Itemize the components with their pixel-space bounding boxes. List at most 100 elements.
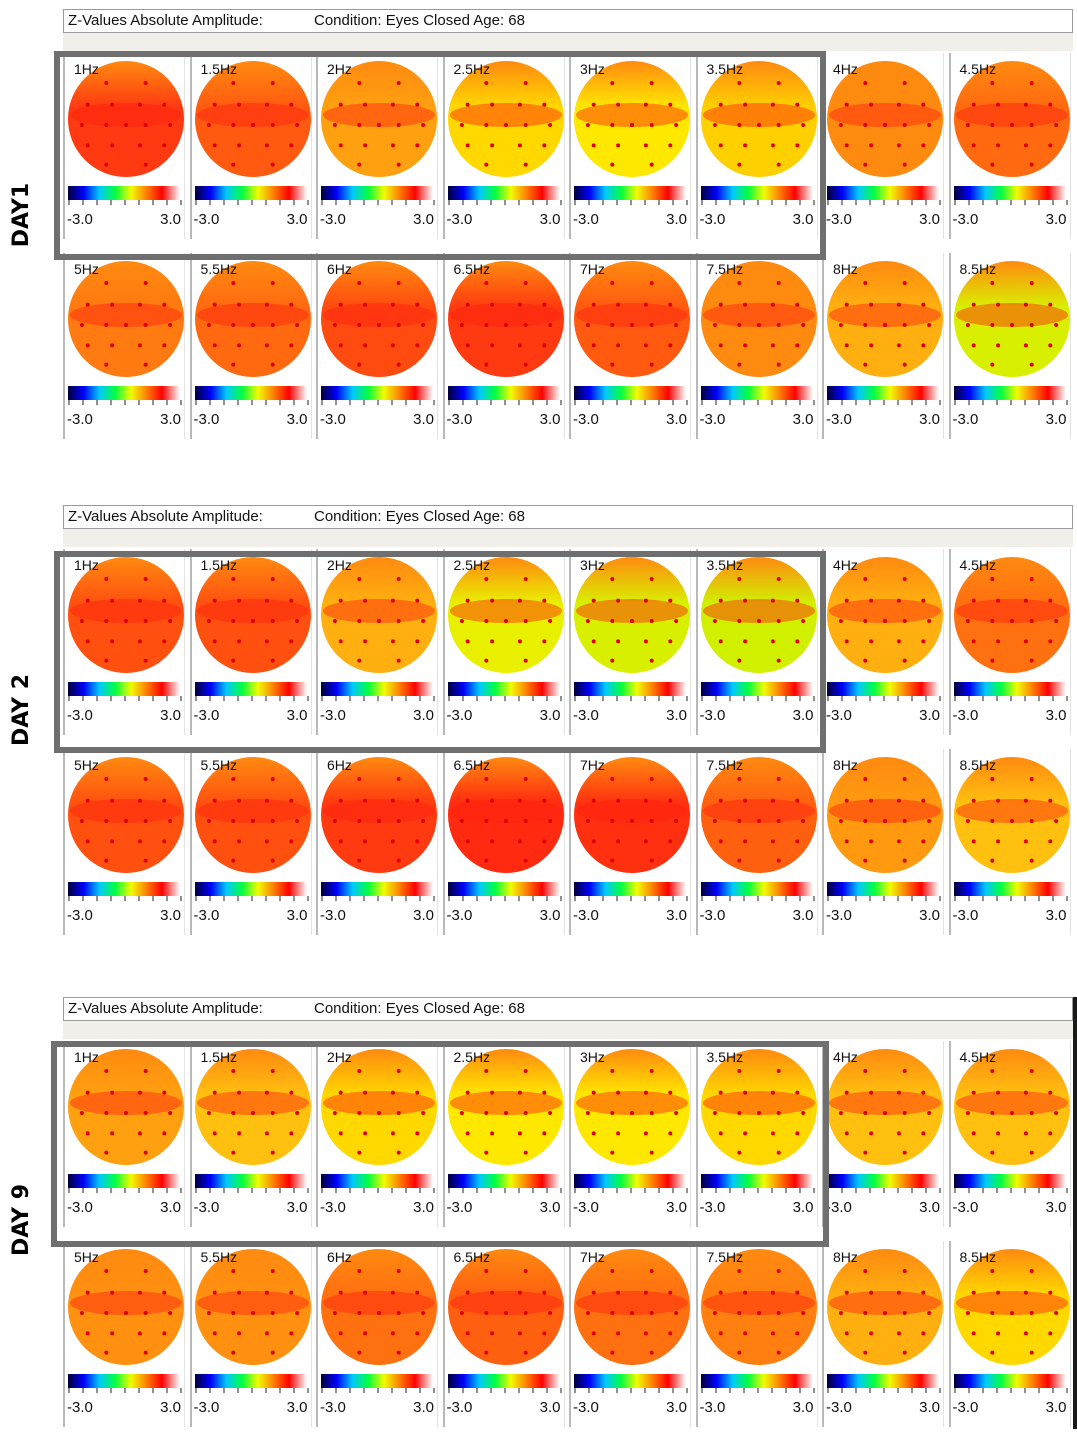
topomap-head (700, 261, 817, 377)
topomap-cell[interactable]: 1.5Hz -3.0 3.0 (189, 53, 312, 239)
electrode-dot (794, 1090, 799, 1095)
electrode-dot (294, 1111, 299, 1115)
topomap-cell[interactable]: 7Hz -3.0 3.0 (569, 253, 691, 439)
topomap-head (574, 1249, 690, 1365)
topomap-cell[interactable]: 4.5Hz -3.0 3.0 (948, 1041, 1071, 1227)
topomap-cell[interactable]: 1.5Hz -3.0 3.0 (189, 549, 312, 735)
topomap-cell[interactable]: 3Hz -3.0 3.0 (569, 1041, 691, 1227)
topomap-cell[interactable]: 4.5Hz -3.0 3.0 (948, 549, 1071, 735)
electrode-dot (649, 1350, 654, 1355)
scalp-map (700, 1049, 817, 1165)
electrode-dot (712, 619, 717, 623)
amplitude-band (196, 303, 309, 327)
scale-max-label: 3.0 (1045, 211, 1067, 228)
electrode-dot (137, 639, 142, 644)
topomap-cell[interactable]: 2Hz -3.0 3.0 (316, 1041, 438, 1227)
electrode-dot (483, 162, 488, 167)
topomap-cell[interactable]: 1.5Hz -3.0 3.0 (189, 1041, 312, 1227)
topomap-cell[interactable]: 6.5Hz -3.0 3.0 (442, 749, 565, 935)
electrode-dot (770, 839, 775, 844)
topomap-cell[interactable]: 5Hz -3.0 3.0 (63, 1241, 185, 1427)
electrode-dot (143, 1111, 148, 1115)
color-scale-bar (953, 386, 1066, 400)
electrode-dot (844, 1331, 849, 1336)
electrode-dot (869, 1131, 874, 1136)
electrode-dot (863, 162, 868, 167)
topomap-cell[interactable]: 1Hz -3.0 3.0 (63, 1041, 185, 1227)
topomap-cell[interactable]: 8Hz -3.0 3.0 (822, 749, 944, 935)
electrode-dot (668, 343, 673, 348)
scale-ticks (701, 400, 814, 405)
topomap-cell[interactable]: 5.5Hz -3.0 3.0 (189, 1241, 312, 1427)
topomap-cell[interactable]: 6Hz -3.0 3.0 (316, 253, 438, 439)
topomap-cell[interactable]: 3.5Hz -3.0 3.0 (695, 53, 818, 239)
electrode-dot (630, 1111, 634, 1115)
topomap-cell[interactable]: 4Hz -3.0 3.0 (822, 53, 944, 239)
scalp-map (700, 261, 817, 377)
electrode-dot (742, 302, 747, 307)
topomap-cell[interactable]: 5.5Hz -3.0 3.0 (189, 749, 312, 935)
topomap-cell[interactable]: 8.5Hz -3.0 3.0 (948, 253, 1071, 439)
scalp-map (700, 1249, 817, 1365)
electrode-dot (718, 143, 723, 148)
scale-max-label: 3.0 (792, 907, 814, 924)
topomap-cell[interactable]: 8.5Hz -3.0 3.0 (948, 749, 1071, 935)
topomap-cell[interactable]: 8Hz -3.0 3.0 (822, 253, 944, 439)
amplitude-band (829, 103, 941, 127)
scalp-map (953, 61, 1070, 177)
electrode-dot (489, 639, 494, 644)
electrode-dot (989, 323, 994, 327)
topomap-cell[interactable]: 2.5Hz -3.0 3.0 (442, 1041, 565, 1227)
amplitude-band (955, 1291, 1068, 1315)
topomap-cell[interactable]: 8.5Hz -3.0 3.0 (948, 1241, 1071, 1427)
topomap-cell[interactable]: 3Hz -3.0 3.0 (569, 53, 691, 239)
electrode-dot (927, 323, 932, 327)
topomap-cell[interactable]: 2.5Hz -3.0 3.0 (442, 53, 565, 239)
electrode-dot (770, 598, 775, 603)
topomap-cell[interactable]: 5Hz -3.0 3.0 (63, 253, 185, 439)
condition-text: Condition: Eyes Closed Age: 68 (314, 12, 525, 29)
toolbar-strip (63, 1021, 1073, 1039)
topomap-cell[interactable]: 1Hz -3.0 3.0 (63, 549, 185, 735)
amplitude-band (70, 103, 182, 127)
electrode-dot (489, 143, 494, 148)
amplitude-band (702, 1091, 815, 1115)
topomap-cell[interactable]: 6Hz -3.0 3.0 (316, 749, 438, 935)
topomap-cell[interactable]: 1Hz -3.0 3.0 (63, 53, 185, 239)
electrode-dot (838, 1111, 843, 1115)
scalp-map (321, 1049, 437, 1165)
electrode-dot (288, 343, 293, 348)
topomap-cell[interactable]: 2.5Hz -3.0 3.0 (442, 549, 565, 735)
topomap-cell[interactable]: 3Hz -3.0 3.0 (569, 549, 691, 735)
topomap-cell[interactable]: 2Hz -3.0 3.0 (316, 53, 438, 239)
electrode-dot (776, 858, 781, 863)
topomap-cell[interactable]: 7Hz -3.0 3.0 (569, 1241, 691, 1427)
electrode-dot (212, 839, 217, 844)
electrode-dot (989, 777, 994, 781)
electrode-dot (517, 1090, 522, 1095)
electrode-dot (465, 302, 470, 307)
topomap-cell[interactable]: 6.5Hz -3.0 3.0 (442, 1241, 565, 1427)
topomap-cell[interactable]: 7.5Hz -3.0 3.0 (695, 749, 818, 935)
electrode-dot (616, 1290, 621, 1295)
topomap-cell[interactable]: 4Hz -3.0 3.0 (822, 549, 944, 735)
topomap-cell[interactable]: 6Hz -3.0 3.0 (316, 1241, 438, 1427)
topomap-cell[interactable]: 2Hz -3.0 3.0 (316, 549, 438, 735)
electrode-dot (585, 619, 590, 623)
topomap-cell[interactable]: 5.5Hz -3.0 3.0 (189, 253, 312, 439)
topomap-cell[interactable]: 5Hz -3.0 3.0 (63, 749, 185, 935)
topomap-cell[interactable]: 3.5Hz -3.0 3.0 (695, 1041, 818, 1227)
topomap-cell[interactable]: 6.5Hz -3.0 3.0 (442, 253, 565, 439)
topomap-cell[interactable]: 4.5Hz -3.0 3.0 (948, 53, 1071, 239)
electrode-dot (230, 1069, 235, 1073)
electrode-dot (591, 839, 596, 844)
electrode-dot (363, 302, 368, 307)
topomap-cell[interactable]: 7.5Hz -3.0 3.0 (695, 253, 818, 439)
topomap-cell[interactable]: 4Hz -3.0 3.0 (822, 1041, 944, 1227)
topomap-cell[interactable]: 7Hz -3.0 3.0 (569, 749, 691, 935)
topomap-cell[interactable]: 7.5Hz -3.0 3.0 (695, 1241, 818, 1427)
topomap-cell[interactable]: 3.5Hz -3.0 3.0 (695, 549, 818, 735)
electrode-dot (649, 81, 654, 85)
electrode-dot (770, 143, 775, 148)
topomap-cell[interactable]: 8Hz -3.0 3.0 (822, 1241, 944, 1427)
